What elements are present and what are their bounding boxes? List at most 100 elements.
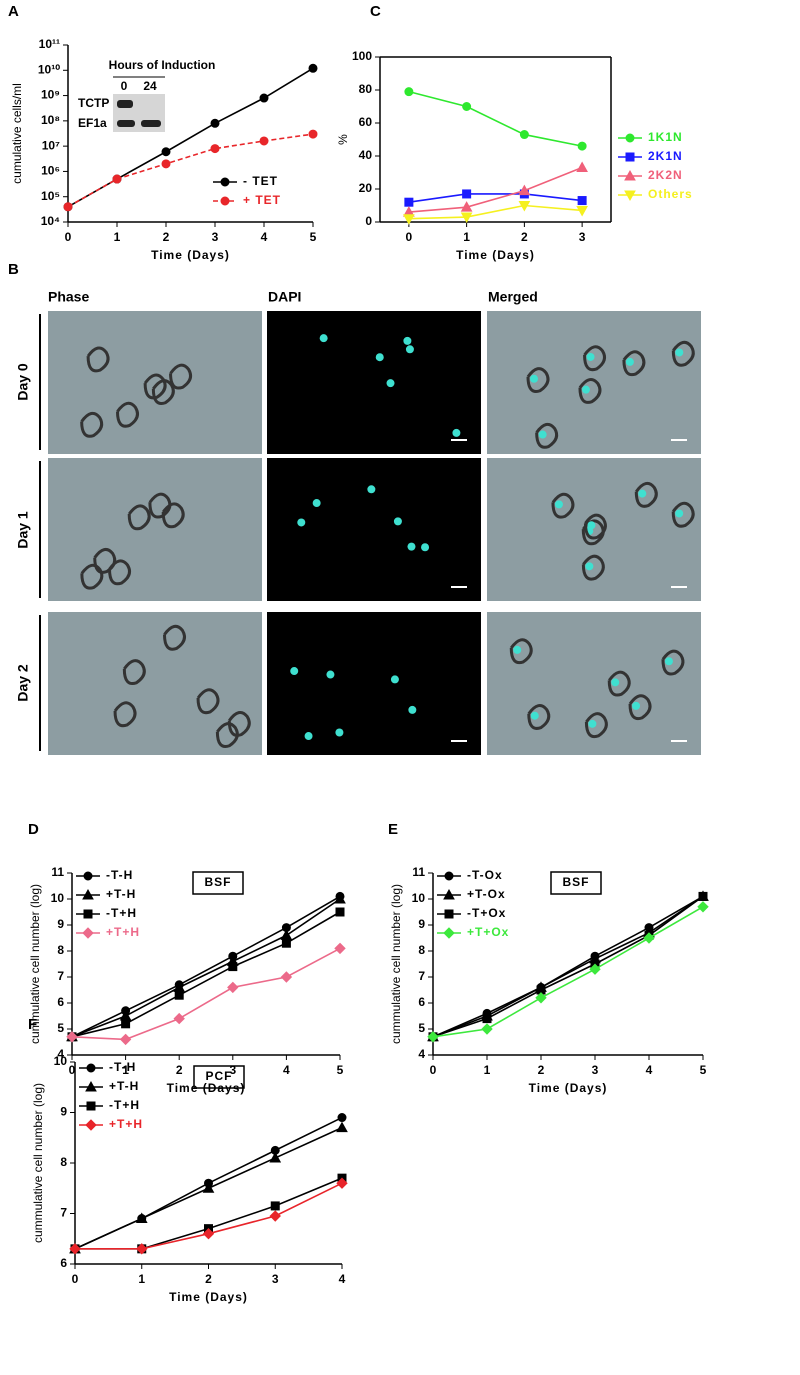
nucleus [554,500,563,509]
cell [162,624,186,651]
cell [115,401,139,428]
marker [259,93,269,103]
panel-label: B [8,261,19,278]
legend-marker [85,1080,97,1092]
marker [136,1243,148,1255]
series-line [432,895,704,1038]
series-line [432,906,704,1038]
marker [281,938,291,948]
y-tick-label: 11 [51,865,64,879]
nucleus [290,667,299,676]
series-line [67,133,314,208]
series-line [71,947,341,1041]
band [117,100,133,108]
nucleus [588,719,597,728]
legend-label: Others [648,187,693,201]
x-tick-label: 2 [205,1272,212,1286]
legend-marker [624,190,636,202]
lane-label: 0 [121,79,128,93]
y-tick-label: 60 [359,115,373,129]
legend-label: +T-H [109,1079,139,1093]
legend-marker [85,1119,97,1131]
marker [269,1151,282,1163]
inset-title: Hours of Induction [109,58,216,72]
y-tick-label: 9 [57,917,64,931]
marker [335,907,345,917]
nucleus [403,336,412,345]
marker [460,212,473,224]
marker [404,197,414,207]
micrograph [267,458,481,601]
nucleus [587,521,596,530]
x-tick-label: 1 [138,1272,145,1286]
marker [482,1014,492,1024]
marker [174,990,184,1000]
nucleus [638,489,647,498]
panel-label: D [28,821,39,838]
marker [462,189,472,199]
nucleus [407,542,416,551]
y-tick-label: 10¹⁰ [38,62,60,76]
x-tick-label: 2 [521,230,528,244]
cell [661,649,685,676]
marker [404,87,414,97]
legend-label: -T-H [106,868,133,882]
legend-label: +T-Ox [467,887,506,901]
legend-label: +T+Ox [467,925,509,939]
y-axis-label: cummulative cell number (log) [389,884,403,1044]
y-tick-label: 0 [365,214,372,228]
y-tick-label: 8 [60,1155,67,1169]
nucleus [675,509,684,518]
column-label: Merged [488,289,538,305]
marker [460,201,473,212]
panel-label: F [28,1016,37,1033]
y-tick-label: 10 [412,891,426,905]
y-tick-label: 7 [57,969,64,983]
y-tick-label: 10⁵ [41,189,60,203]
y-tick-label: 10 [54,1054,68,1068]
y-axis-label: cummulative cell number (log) [28,884,42,1044]
y-axis-label: cumulative cells/ml [10,83,24,184]
marker [535,992,547,1004]
y-tick-label: 10⁹ [41,88,60,102]
panel-label: E [388,821,398,838]
marker [161,159,171,169]
x-tick-label: 3 [272,1272,279,1286]
marker [308,129,318,139]
annotation: PCF [206,1069,233,1083]
marker [210,118,220,128]
legend-marker [86,1101,96,1111]
marker [280,971,293,983]
cell [607,670,631,697]
marker [69,1243,81,1255]
legend-label: + TET [243,193,281,207]
cell [169,363,193,390]
x-tick-label: 3 [229,1063,236,1077]
micrograph [487,311,701,454]
series-line [408,193,583,203]
y-tick-label: 11 [412,865,425,879]
nucleus [297,518,306,527]
marker [202,1227,215,1240]
nucleus [632,701,641,710]
series-line [432,895,704,1038]
y-tick-label: 5 [418,1021,425,1035]
cell [622,350,646,377]
nucleus [421,543,430,552]
marker [519,130,529,140]
cell [634,481,658,508]
marker [259,136,269,146]
nucleus [326,670,335,679]
y-tick-label: 5 [57,1021,64,1035]
nucleus [581,385,590,394]
x-tick-label: 5 [337,1063,344,1077]
nucleus [386,379,395,388]
legend-marker [83,871,93,881]
x-axis-label: Time (Days) [456,248,535,262]
legend-marker [625,152,635,162]
marker [308,63,318,73]
marker [481,1023,493,1035]
x-tick-label: 3 [592,1063,599,1077]
x-tick-label: 1 [484,1063,491,1077]
y-tick-label: 4 [418,1047,425,1061]
